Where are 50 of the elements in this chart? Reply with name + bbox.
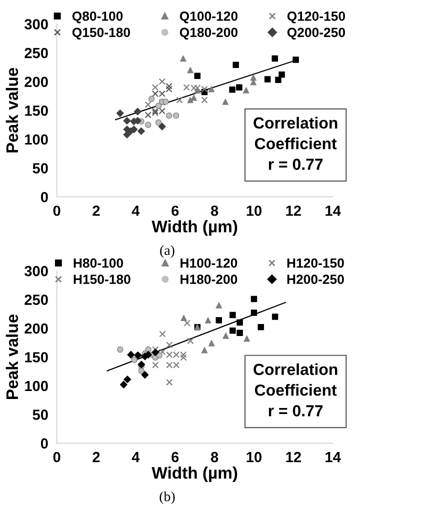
x-tick-label: 4 (132, 206, 140, 216)
y-tick-label: 150 (25, 352, 48, 362)
y-tick-label: 250 (24, 48, 48, 58)
y-tick-label: 0 (40, 438, 48, 449)
x-tick-label: 6 (172, 452, 179, 462)
legend-label: H150-180 (74, 274, 130, 284)
x-tick-label: 10 (246, 206, 262, 216)
y-tick-label: 100 (25, 134, 48, 145)
y-axis-title: Peak value (6, 68, 18, 152)
annotation: Correlation Coefficient r = 0.77 (254, 363, 338, 416)
legend-label: Q100-120 (180, 11, 238, 24)
text: (b) (160, 491, 175, 504)
y-tick-label: 150 (25, 106, 48, 116)
x-tick-label: 4 (132, 452, 140, 462)
x-tick-label: 12 (286, 452, 301, 462)
x-tick-label: 0 (53, 452, 60, 462)
x-axis-title: Width (µm) (152, 220, 238, 236)
x-tick-label: 8 (210, 452, 218, 462)
legend-label: Q200-250 (287, 28, 345, 40)
x-tick-label: 2 (92, 452, 100, 462)
y-tick-label: 50 (32, 163, 48, 174)
x-tick-label: 12 (286, 206, 301, 216)
y-tick-label: 250 (24, 294, 48, 305)
legend-label: H100-120 (180, 258, 238, 268)
x-tick-label: 10 (246, 452, 262, 462)
y-tick-label: 100 (25, 380, 48, 392)
legend-label: Q180-200 (180, 28, 238, 40)
x-tick-label: 6 (172, 206, 179, 216)
y-tick-label: 50 (32, 410, 48, 420)
x-tick-label: 14 (326, 206, 341, 216)
legend-label: H120-150 (287, 258, 344, 268)
y-tick-label: 200 (24, 76, 48, 88)
x-tick-label: 2 (92, 206, 100, 216)
y-tick-label: 300 (24, 19, 48, 30)
legend-label: Q150-180 (72, 28, 130, 40)
legend-label: Q80-100 (72, 11, 123, 24)
text: (a) (160, 245, 174, 258)
legend-label: H80-100 (74, 258, 124, 268)
y-tick-label: 0 (40, 192, 48, 202)
legend-label: H180-200 (180, 274, 238, 284)
y-tick-label: 200 (24, 323, 48, 334)
y-axis-title: Peak value (6, 314, 18, 399)
legend-label: H200-250 (287, 274, 344, 284)
legend-label: Q120-150 (287, 11, 345, 24)
x-tick-label: 8 (210, 206, 218, 216)
x-tick-label: 0 (53, 206, 60, 216)
annotation: Correlation Coefficient r = 0.77 (254, 116, 338, 170)
y-tick-label: 300 (24, 266, 48, 276)
x-axis-title: Width (µm) (152, 466, 238, 482)
x-tick-label: 14 (326, 452, 341, 462)
